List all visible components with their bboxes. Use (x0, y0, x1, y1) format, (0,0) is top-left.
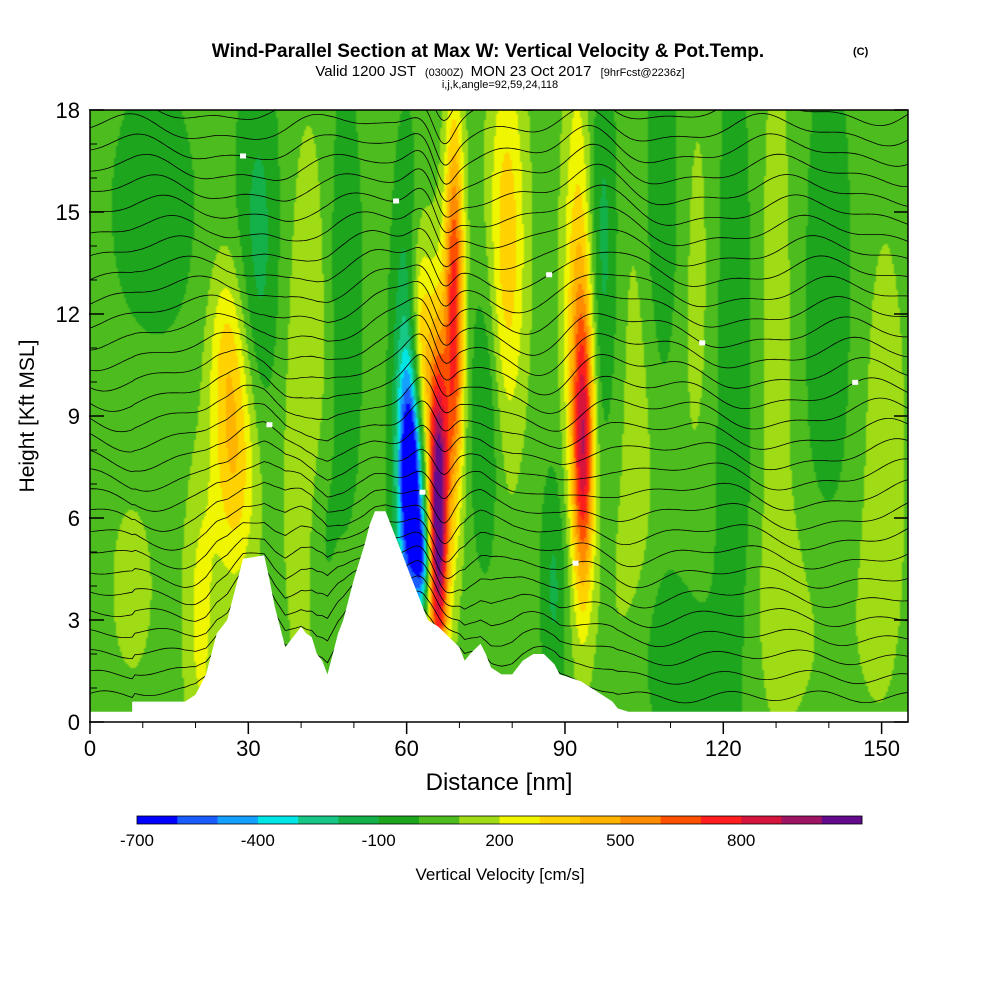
y-axis-label: Height [Kft MSL] (16, 340, 39, 493)
theta-contour-line (90, 421, 908, 473)
colorbar: -700 -400 -100 200 500 800 (120, 815, 863, 850)
chart-title: Wind-Parallel Section at Max W: Vertical… (212, 41, 764, 62)
x-axis-label: Distance [nm] (426, 769, 573, 796)
theta-contour-line (90, 440, 908, 492)
x-tick-label: 0 (84, 736, 96, 761)
subtitle-utc: (0300Z) (425, 67, 464, 79)
theta-contour-line (90, 314, 908, 377)
colorbar-swatch (217, 816, 259, 824)
theta-contour-line (90, 376, 908, 433)
y-tick-label: 6 (68, 506, 80, 531)
colorbar-swatch (660, 816, 702, 824)
contour-label (419, 489, 426, 495)
contour-label (852, 379, 859, 385)
colorbar-swatch (700, 816, 742, 824)
contour-label (393, 198, 400, 204)
x-tick-label: 90 (553, 736, 577, 761)
contour-label (240, 153, 247, 159)
theta-contour-line (90, 518, 908, 570)
contour-label (699, 340, 706, 346)
x-tick-label: 120 (705, 736, 742, 761)
y-tick-label: 9 (68, 404, 80, 429)
subtitle-fcst: [9hrFcst@2236z] (601, 67, 685, 79)
colorbar-swatch (177, 816, 218, 824)
theta-contour-line (90, 184, 908, 234)
theta-contour-line (90, 124, 908, 185)
x-tick-label: 60 (394, 736, 418, 761)
vertical-velocity-field (90, 110, 908, 722)
colorbar-swatch (741, 816, 782, 824)
theta-contour-line (90, 110, 908, 166)
colorbar-swatch (821, 816, 863, 824)
theta-contour-line (90, 247, 908, 292)
theta-contour-line (90, 333, 908, 396)
theta-contour-line (90, 206, 908, 250)
contour-label (572, 560, 579, 566)
colorbar-swatch (338, 816, 379, 824)
theta-contour-line (90, 228, 908, 271)
y-tick-label: 15 (56, 200, 80, 225)
y-tick-label: 18 (56, 98, 80, 123)
theta-contour-line (90, 280, 908, 335)
x-tick-label: 150 (863, 736, 900, 761)
colorbar-tick-label: 800 (727, 831, 755, 850)
colorbar-label: Vertical Velocity [cm/s] (415, 865, 584, 884)
theta-contour-line (90, 264, 908, 314)
plot-area (89, 90, 909, 723)
subtitle-params: i,j,k,angle=92,59,24,118 (442, 79, 558, 91)
title-mark: (C) (853, 46, 869, 58)
colorbar-swatch (257, 816, 299, 824)
theta-contour-line (90, 531, 908, 589)
colorbar-swatch (580, 816, 621, 824)
colorbar-swatch (137, 816, 178, 824)
colorbar-tick-label: -400 (241, 831, 275, 850)
subtitle-prefix: Valid 1200 JST (315, 63, 415, 80)
x-tick-label: 30 (236, 736, 260, 761)
subtitle-date: MON 23 Oct 2017 (471, 63, 592, 80)
theta-contours (90, 110, 908, 704)
colorbar-swatch (620, 816, 661, 824)
contour-label (826, 90, 832, 95)
theta-contour-line (90, 143, 908, 202)
colorbar-frame (136, 815, 863, 825)
contour-labels (240, 90, 859, 566)
colorbar-swatch (378, 816, 420, 824)
theta-contour-line (156, 110, 908, 145)
y-axis: 0 3 6 9 12 15 18 (56, 98, 908, 735)
terrain (90, 511, 908, 722)
colorbar-tick-label: 500 (606, 831, 634, 850)
theta-contour-line (90, 163, 908, 218)
theta-contour-line (90, 502, 908, 551)
colorbar-swatch (459, 816, 500, 824)
theta-contour-line (90, 461, 908, 512)
chart-subtitle: Valid 1200 JST (0300Z) MON 23 Oct 2017 [… (315, 63, 684, 80)
y-tick-label: 0 (68, 710, 80, 735)
y-tick-label: 12 (56, 302, 80, 327)
colorbar-tick-label: -100 (362, 831, 396, 850)
colorbar-swatch (539, 816, 581, 824)
colorbar-tick-label: -700 (120, 831, 154, 850)
colorbar-swatch (781, 816, 823, 824)
contour-label (266, 422, 273, 428)
theta-contour-line (90, 569, 908, 647)
colorbar-swatch (418, 816, 460, 824)
colorbar-swatch (499, 816, 541, 824)
colorbar-tick-label: 200 (485, 831, 513, 850)
theta-contour-line (90, 481, 908, 532)
theta-contour-line (90, 560, 908, 628)
y-tick-label: 3 (68, 608, 80, 633)
contour-label (546, 272, 553, 278)
theta-contour-line (90, 400, 908, 453)
colorbar-swatch (298, 816, 339, 824)
theta-contour-line (90, 297, 908, 356)
x-axis: 0 30 60 90 120 150 (84, 722, 900, 761)
theta-contour-line (90, 545, 908, 609)
theta-contour-line (90, 354, 908, 414)
